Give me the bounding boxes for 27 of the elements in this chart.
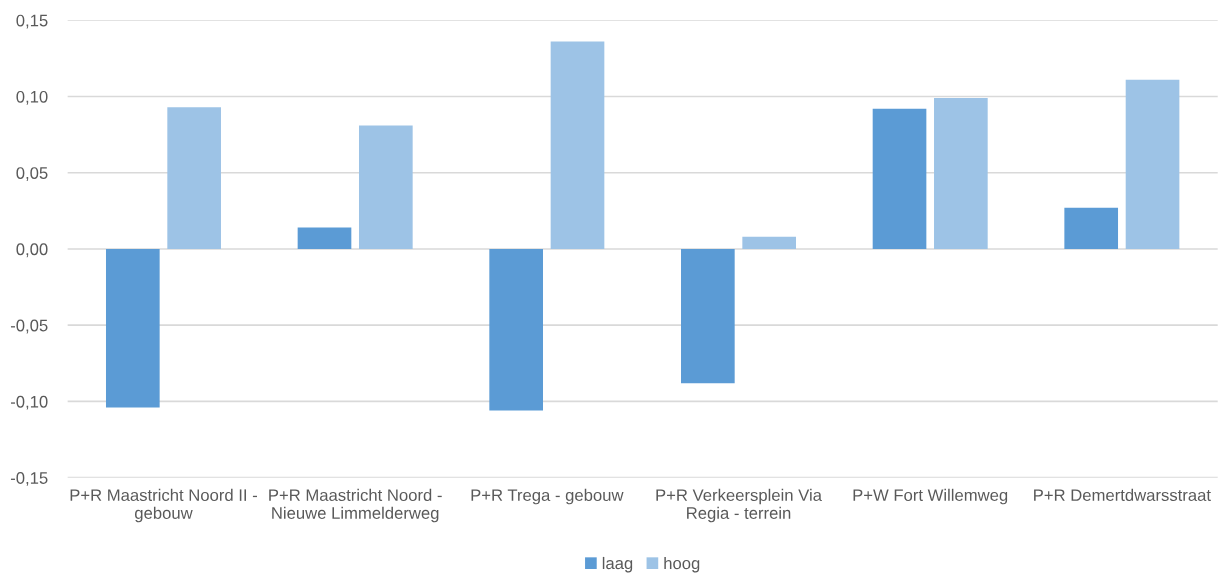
y-tick-label: 0,10	[16, 90, 48, 105]
bar	[489, 248, 543, 411]
bar	[681, 248, 735, 384]
bar	[550, 41, 605, 249]
x-tick-label: P+R Demertdwarsstraat	[1034, 488, 1211, 502]
bar	[105, 248, 160, 408]
y-tick-label: 0,15	[16, 14, 48, 29]
bar	[297, 227, 352, 249]
legend-label: laag	[602, 556, 633, 573]
bar	[359, 125, 413, 249]
x-tick-label: P+W Fort Willemweg	[853, 488, 1008, 505]
bar	[1064, 207, 1119, 249]
x-tick-label: P+R Verkeersplein Via Regia - terrein	[656, 488, 822, 523]
x-tick-label: P+R Maastricht Noord II - gebouw	[70, 488, 257, 523]
y-tick-label: -0,10	[10, 395, 48, 410]
bar	[872, 108, 927, 249]
x-tick-label: P+R Trega - gebouw	[471, 488, 624, 505]
y-tick-label: 0,00	[16, 243, 48, 258]
x-tick-label: P+R Maastricht Noord - Nieuwe Limmelderweg	[269, 488, 442, 523]
y-tick-label: -0,05	[10, 319, 48, 334]
bar	[934, 98, 988, 249]
bar	[1125, 79, 1180, 249]
y-tick-label: 0,05	[16, 167, 48, 181]
y-tick-label: -0,15	[10, 472, 48, 486]
bar	[742, 236, 797, 249]
legend-label: hoog	[664, 556, 700, 573]
bar	[167, 107, 221, 249]
